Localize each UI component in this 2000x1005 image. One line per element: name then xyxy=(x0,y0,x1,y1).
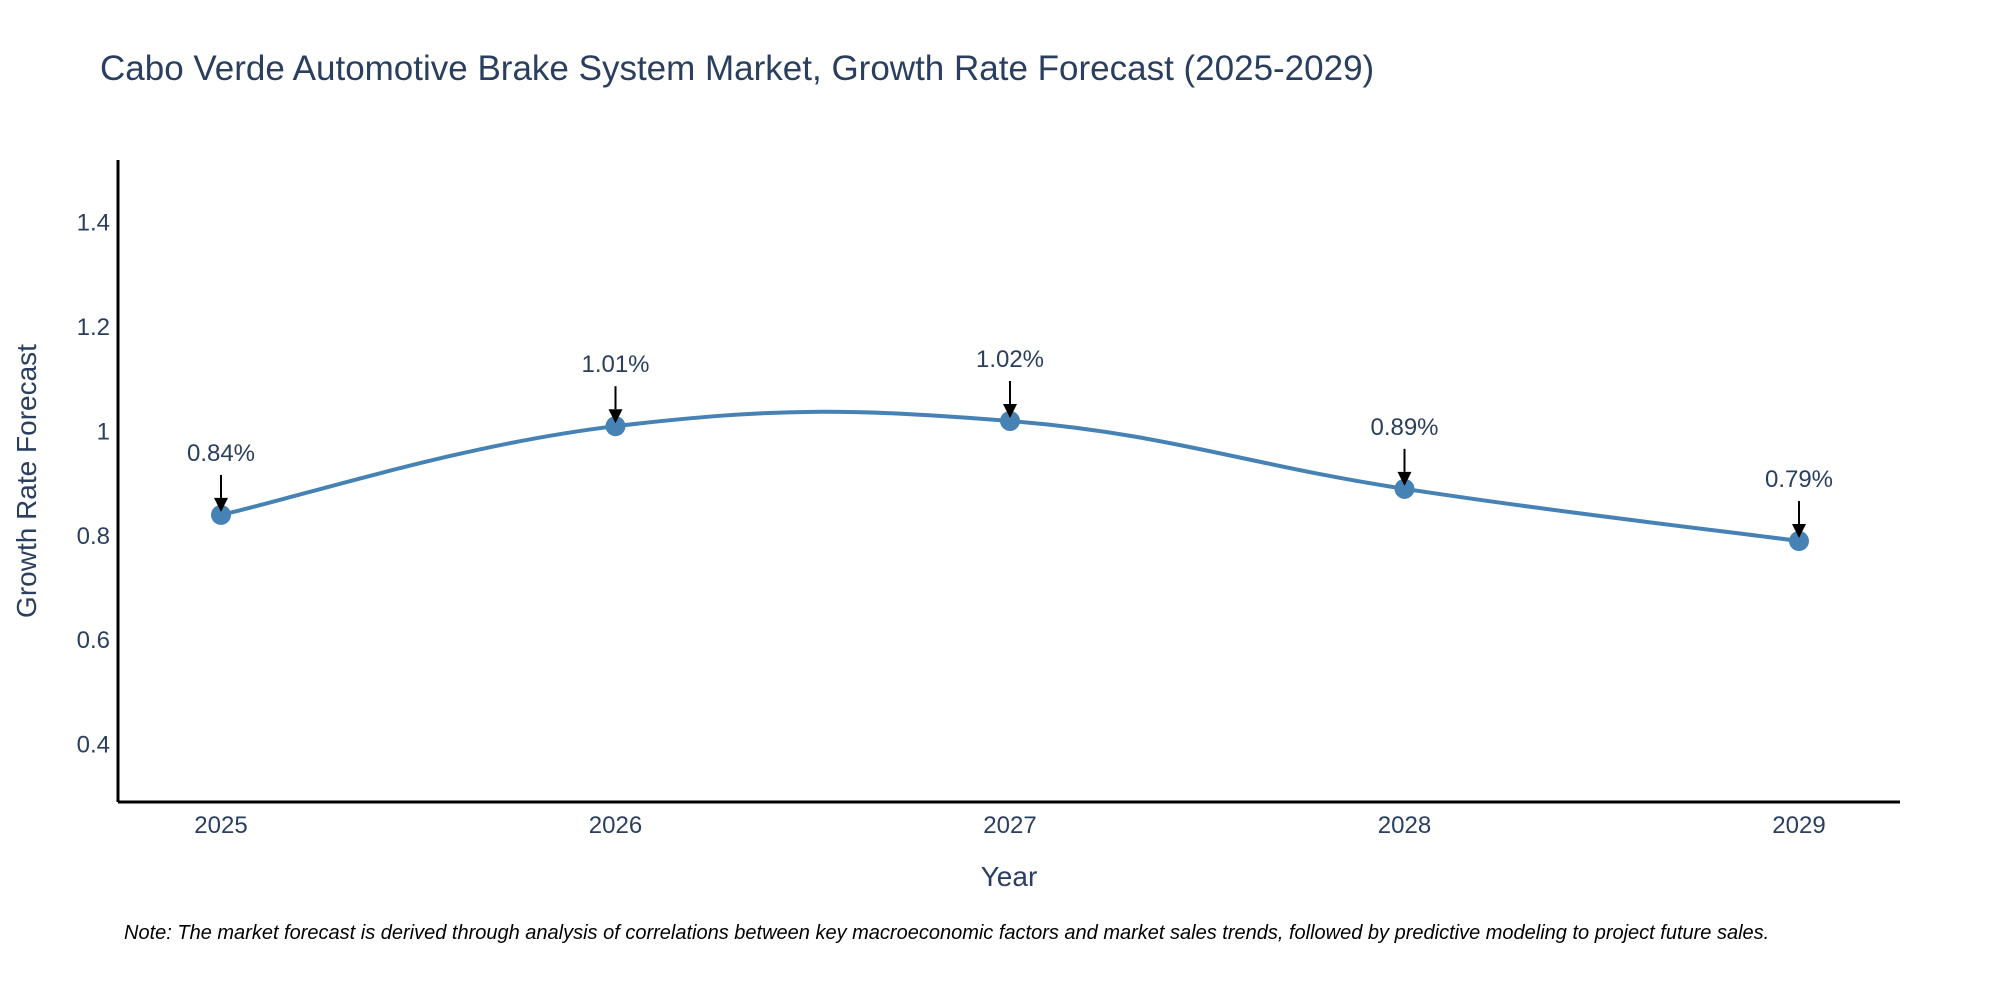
chart-title: Cabo Verde Automotive Brake System Marke… xyxy=(100,49,1374,88)
data-label: 1.02% xyxy=(976,346,1044,373)
x-tick-label: 2025 xyxy=(194,812,247,839)
y-tick-label: 1.4 xyxy=(77,210,110,237)
x-axis-ticks: 2025 2026 2027 2028 2029 xyxy=(194,812,1825,839)
data-label-annotations: 0.84% 1.01% 1.02% 0.89% 0.79% xyxy=(187,346,1833,539)
y-axis-title: Growth Rate Forecast xyxy=(11,344,42,618)
x-tick-label: 2028 xyxy=(1378,812,1431,839)
y-tick-label: 1 xyxy=(97,418,110,445)
annotation-arrowhead xyxy=(1397,471,1412,486)
annotation-arrowhead xyxy=(214,497,228,512)
data-point-marker xyxy=(1000,410,1020,431)
annotation-arrowhead xyxy=(608,409,623,424)
annotation-arrowhead xyxy=(1792,524,1806,539)
data-point-marker xyxy=(1789,531,1809,552)
data-point-marker xyxy=(605,416,626,437)
y-tick-label: 0.4 xyxy=(77,732,110,759)
x-tick-label: 2026 xyxy=(589,812,642,839)
data-label: 1.01% xyxy=(581,351,649,378)
y-axis-ticks: 0.4 0.6 0.8 1 1.2 1.4 xyxy=(77,210,110,759)
data-label: 0.79% xyxy=(1765,466,1833,493)
y-tick-label: 1.2 xyxy=(77,314,110,341)
y-tick-label: 0.6 xyxy=(77,627,110,654)
x-axis-title: Year xyxy=(981,861,1038,892)
data-point-marker xyxy=(1394,478,1415,499)
y-tick-label: 0.8 xyxy=(77,523,110,550)
data-label: 0.89% xyxy=(1370,414,1438,441)
x-tick-label: 2029 xyxy=(1772,812,1825,839)
series-line-growth-rate xyxy=(220,409,1800,543)
footnote: Note: The market forecast is derived thr… xyxy=(124,922,1769,944)
data-label: 0.84% xyxy=(187,440,255,467)
data-point-marker xyxy=(211,504,231,525)
x-tick-label: 2027 xyxy=(983,812,1036,839)
annotation-arrowhead xyxy=(1003,403,1017,418)
data-points xyxy=(211,410,1809,552)
